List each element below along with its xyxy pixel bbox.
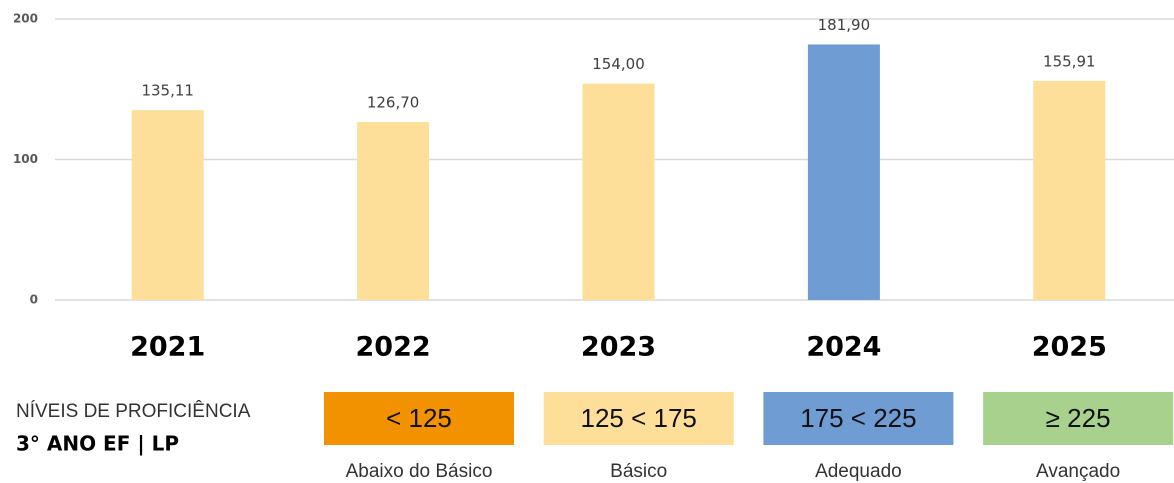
value-label: 155,91 xyxy=(1043,52,1096,70)
y-tick-label: 0 xyxy=(30,293,38,307)
value-label: 126,70 xyxy=(367,93,420,111)
y-tick-label: 200 xyxy=(13,12,38,26)
x-tick-label: 2024 xyxy=(806,332,881,363)
y-tick-label: 100 xyxy=(13,152,38,166)
bar xyxy=(582,83,655,300)
level-box xyxy=(543,392,734,445)
legend-subtitle: 3° ANO EF | LP xyxy=(16,432,179,456)
level-box xyxy=(763,392,954,445)
level-name: Abaixo do Básico xyxy=(346,461,493,482)
x-tick-label: 2022 xyxy=(356,332,431,363)
level-name: Adequado xyxy=(815,461,902,482)
value-label: 135,11 xyxy=(141,82,194,100)
x-tick-label: 2021 xyxy=(130,332,205,363)
level-range: ≥ 225 xyxy=(1046,403,1111,433)
bar xyxy=(1033,80,1106,301)
level-box xyxy=(983,392,1174,445)
bar xyxy=(357,121,430,300)
x-tick-label: 2023 xyxy=(581,332,656,363)
level-name: Avançado xyxy=(1036,461,1120,482)
level-range: 175 < 225 xyxy=(800,403,916,433)
bar xyxy=(807,44,880,301)
value-label: 154,00 xyxy=(592,55,645,73)
bar xyxy=(131,110,204,301)
legend-title: NÍVEIS DE PROFICIÊNCIA xyxy=(16,400,251,422)
level-range: 125 < 175 xyxy=(581,403,697,433)
level-range: < 125 xyxy=(386,403,452,433)
level-box xyxy=(324,392,514,445)
value-label: 181,90 xyxy=(818,16,871,34)
x-tick-label: 2025 xyxy=(1032,332,1107,363)
level-name: Básico xyxy=(610,461,667,482)
